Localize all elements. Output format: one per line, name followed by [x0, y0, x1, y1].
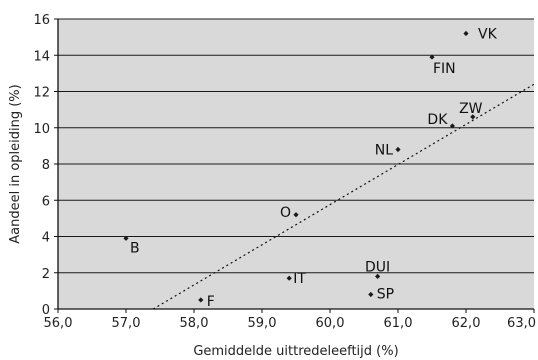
- y-tick-label: 6: [42, 194, 50, 209]
- data-point-vk: [463, 30, 469, 37]
- point-labels: VK FIN ZW DK NL O B DUI IT SP F: [130, 27, 498, 310]
- x-tick-label: 62,0: [452, 316, 481, 331]
- data-point-fin: [429, 54, 435, 60]
- data-point-o: [293, 212, 299, 218]
- point-label-vk: VK: [478, 27, 498, 43]
- x-tick-label: 60,0: [316, 316, 345, 331]
- y-tick-label: 10: [33, 122, 50, 137]
- x-tick-label: 61,0: [384, 316, 413, 331]
- y-axis-ticks: 0 2 4 6 8 10 12 14 16: [33, 13, 58, 318]
- data-point-sp: [368, 291, 374, 298]
- point-label-nl: NL: [375, 143, 393, 159]
- point-label-zw: ZW: [459, 101, 483, 117]
- x-axis-ticks: 56,0 57,0 58,0 59,0 60,0 61,0 62,0 63,0: [44, 309, 536, 331]
- y-tick-label: 2: [42, 267, 50, 282]
- point-label-dui: DUI: [365, 259, 390, 275]
- data-points: [123, 30, 476, 303]
- point-label-b: B: [130, 240, 140, 256]
- x-tick-label: 56,0: [44, 316, 73, 331]
- y-tick-label: 16: [33, 13, 50, 28]
- y-tick-label: 4: [42, 231, 50, 246]
- y-tick-label: 8: [42, 158, 50, 173]
- point-label-f: F: [207, 294, 215, 310]
- point-label-fin: FIN: [433, 61, 456, 77]
- x-tick-label: 63,0: [507, 316, 536, 331]
- data-point-nl: [395, 146, 401, 153]
- data-point-f: [198, 297, 204, 303]
- x-tick-label: 59,0: [248, 316, 277, 331]
- y-axis-title: Aandeel in opleiding (%): [8, 84, 23, 244]
- y-tick-label: 14: [33, 49, 50, 64]
- y-tick-label: 0: [42, 303, 50, 318]
- data-point-it: [286, 275, 292, 281]
- y-tick-label: 12: [33, 86, 50, 101]
- x-tick-label: 58,0: [180, 316, 209, 331]
- x-axis-title: Gemiddelde uittredeleeftijd (%): [193, 344, 398, 359]
- data-point-dui: [375, 273, 381, 279]
- point-label-sp: SP: [377, 287, 394, 303]
- point-label-it: IT: [293, 271, 306, 287]
- data-point-dk: [449, 123, 455, 129]
- data-point-b: [123, 235, 129, 241]
- point-label-o: O: [280, 205, 291, 221]
- point-label-dk: DK: [427, 112, 448, 128]
- x-tick-label: 57,0: [112, 316, 141, 331]
- trendline: [152, 83, 535, 310]
- data-point-zw: [470, 114, 476, 120]
